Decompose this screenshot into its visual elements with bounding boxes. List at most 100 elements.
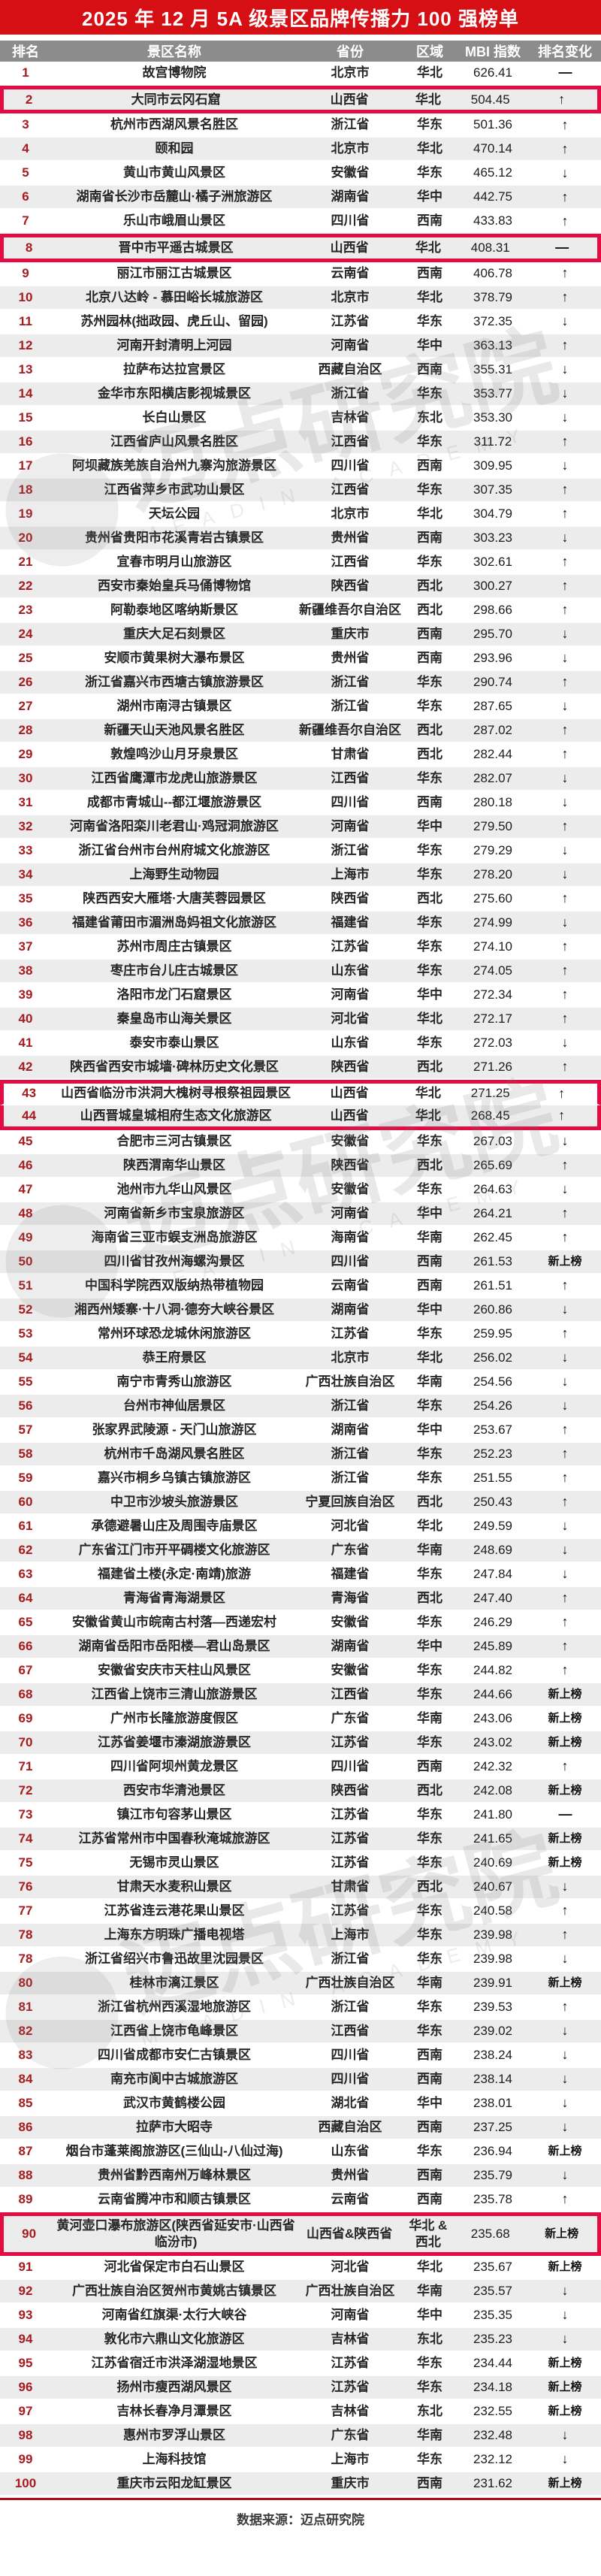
scenic-area-name: 云南省腾冲市和顺古镇景区: [98, 2191, 251, 2206]
region-cell: 华东: [417, 674, 442, 689]
up-arrow-icon: ↑: [561, 578, 569, 594]
region-cell: 华东: [417, 1035, 442, 1050]
table-row: 48 河南省新乡市宝泉旅游区 河南省 华中 264.21 ↑: [0, 1202, 601, 1226]
mbi-value: 264.63: [473, 1181, 512, 1196]
province-cell: 广东省: [331, 1542, 370, 1557]
scenic-area-name: 广西壮族自治区贺州市黄姚古镇景区: [72, 2283, 276, 2298]
rank-cell: 3: [22, 117, 29, 132]
scenic-area-name: 浙江省绍兴市鲁迅故里沈园景区: [85, 1951, 264, 1966]
mbi-value: 234.44: [473, 2355, 512, 2370]
up-arrow-icon: ↑: [561, 482, 569, 497]
region-cell: 华中: [417, 189, 442, 204]
province-cell: 吉林省: [331, 2403, 370, 2418]
up-arrow-icon: ↑: [561, 1589, 569, 1605]
province-cell: 浙江省: [331, 674, 370, 689]
rank-cell: 35: [18, 890, 33, 906]
scenic-area-name: 阿勒泰地区喀纳斯景区: [110, 602, 238, 617]
table-row: 20 贵州省贵阳市花溪青岩古镇景区 贵州省 西南 303.23 ↓: [0, 526, 601, 551]
table-row: 63 福建省土楼(永定·南靖)旅游 福建省 华东 247.84 ↓: [0, 1562, 601, 1587]
scenic-area-name: 拉萨市大昭寺: [136, 2119, 213, 2134]
province-cell: 四川省: [331, 2047, 370, 2062]
new-entry-label: 新上榜: [548, 1855, 582, 1869]
region-cell: 东北: [417, 2331, 442, 2346]
scenic-area-name: 苏州园林(拙政园、虎丘山、留园): [80, 313, 268, 328]
mbi-value: 304.79: [473, 506, 512, 521]
rank-cell: 80: [18, 1975, 33, 1990]
rank-cell: 23: [18, 602, 33, 617]
province-cell: 江西省: [331, 770, 370, 785]
scenic-area-name: 惠州市罗浮山景区: [123, 2427, 225, 2442]
scenic-area-name: 河南省红旗渠·太行大峡谷: [101, 2307, 247, 2322]
up-arrow-icon: ↑: [561, 1758, 569, 1773]
region-cell: 华东: [417, 385, 442, 401]
scenic-area-name: 陕西省西安市城墙·碑林历史文化景区: [70, 1059, 279, 1074]
region-cell: 华东: [417, 313, 442, 328]
table-row: 5 黄山市黄山风景区 安徽省 华东 465.12 ↓: [0, 162, 601, 186]
scenic-area-name: 湖州市南浔古镇景区: [116, 698, 232, 713]
region-cell: 华东: [417, 2451, 442, 2466]
rank-cell: 98: [18, 2427, 33, 2442]
new-entry-label: 新上榜: [548, 2477, 582, 2490]
table-row: 96 扬州市瘦西湖风景区 江苏省 华东 234.18 新上榜: [0, 2375, 601, 2400]
rank-cell: 60: [18, 1494, 33, 1509]
up-arrow-icon: ↑: [561, 337, 569, 353]
province-cell: 重庆市: [331, 2475, 370, 2490]
table-row: 65 安徽省黄山市皖南古村落—西递宏村 安徽省 华东 246.29 ↑: [0, 1610, 601, 1635]
province-cell: 安徽省: [331, 1181, 370, 1196]
mbi-value: 261.51: [473, 1277, 512, 1293]
province-cell: 浙江省: [331, 1470, 370, 1485]
scenic-area-name: 拉萨布达拉宫景区: [123, 361, 225, 376]
table-row: 7 乐山市峨眉山景区 四川省 西南 433.83 ↑: [0, 210, 601, 234]
mbi-value: 232.12: [473, 2451, 512, 2466]
scenic-area-name: 福建省莆田市湄洲岛妈祖文化旅游区: [72, 915, 276, 930]
province-cell: 浙江省: [331, 1398, 370, 1413]
region-cell: 西南: [417, 1277, 442, 1293]
mbi-value: 232.48: [473, 2427, 512, 2442]
province-cell: 贵州省: [331, 530, 370, 545]
region-cell: 华南: [417, 1975, 442, 1990]
rank-cell: 90: [22, 2226, 37, 2241]
region-cell: 西北: [417, 1059, 442, 1074]
table-row: 37 苏州市周庄古镇景区 江苏省 华东 274.10 ↑: [0, 935, 601, 960]
new-entry-label: 新上榜: [548, 1254, 582, 1268]
mbi-value: 254.56: [473, 1374, 512, 1389]
province-cell: 西藏自治区: [318, 361, 382, 376]
table-row: 45 合肥市三河古镇景区 安徽省 华东 267.03 ↓: [0, 1129, 601, 1154]
mbi-value: 245.89: [473, 1638, 512, 1653]
mbi-value: 254.26: [473, 1398, 512, 1413]
mbi-value: 236.94: [473, 2143, 512, 2158]
region-cell: 华北 & 西北: [409, 2218, 448, 2249]
province-cell: 云南省: [331, 1277, 370, 1293]
scenic-area-name: 陕西渭南华山景区: [123, 1157, 225, 1172]
rank-cell: 63: [18, 1566, 33, 1581]
up-arrow-icon: ↑: [561, 1277, 569, 1293]
province-cell: 北京市: [331, 65, 370, 80]
table-row: 43 山西省临汾市洪洞大槐树寻根祭祖园景区 山西省 华北 271.25 ↑: [0, 1079, 601, 1106]
province-cell: 江苏省: [331, 1326, 370, 1341]
region-cell: 西南: [417, 213, 442, 228]
scenic-area-name: 敦化市六鼎山文化旅游区: [104, 2331, 245, 2346]
region-cell: 华东: [417, 842, 442, 857]
mbi-value: 252.23: [473, 1446, 512, 1461]
up-arrow-icon: ↑: [561, 987, 569, 1002]
table-row: 44 山西晋城皇城相府生态文化旅游区 山西省 华北 268.45 ↑: [0, 1105, 601, 1130]
table-row: 66 湖南省岳阳市岳阳楼—君山岛景区 湖南省 华中 245.89 ↑: [0, 1634, 601, 1659]
down-arrow-icon: ↓: [561, 2331, 569, 2347]
mbi-value: 626.41: [473, 65, 512, 80]
scenic-area-name: 南充市阆中古城旅游区: [110, 2071, 238, 2086]
region-cell: 西南: [417, 2475, 442, 2490]
table-row: 69 广州市长隆旅游度假区 广东省 华南 243.06 新上榜: [0, 1707, 601, 1731]
region-cell: 西南: [417, 794, 442, 809]
table-row: 42 陕西省西安市城墙·碑林历史文化景区 陕西省 西北 271.26 ↑: [0, 1055, 601, 1080]
mbi-value: 232.55: [473, 2403, 512, 2418]
region-cell: 西北: [417, 1782, 442, 1797]
mbi-value: 240.67: [473, 1879, 512, 1894]
scenic-area-name: 贵州省贵阳市花溪青岩古镇景区: [85, 530, 264, 545]
mbi-value: 235.23: [473, 2331, 512, 2346]
title-bar: 2025 年 12 月 5A 级景区品牌传播力 100 强榜单: [0, 0, 601, 35]
mbi-value: 239.53: [473, 1999, 512, 2014]
province-cell: 陕西省: [331, 578, 370, 593]
region-cell: 西南: [417, 265, 442, 280]
province-cell: 浙江省: [331, 842, 370, 857]
province-cell: 江西省: [331, 2023, 370, 2038]
